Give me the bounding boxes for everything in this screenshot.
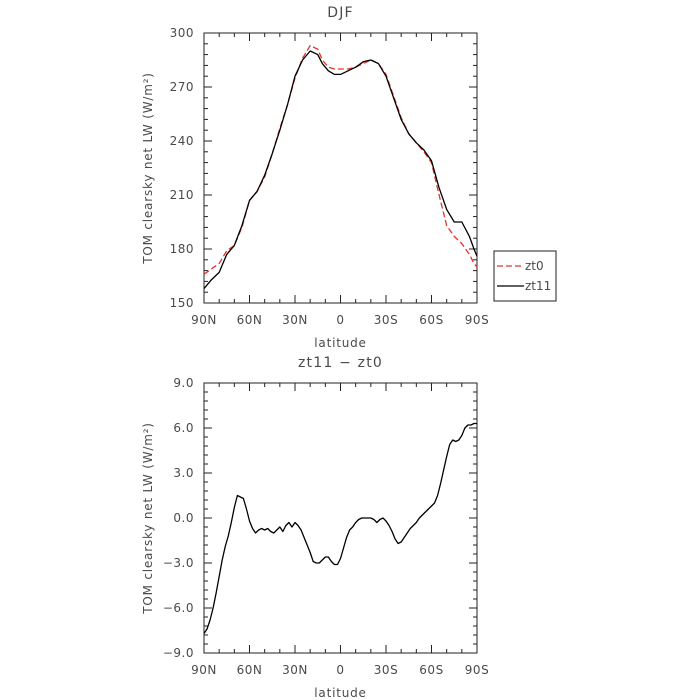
x-tick-label: 30N [282,663,308,677]
x-tick-label: 90S [465,313,489,327]
x-tick-label: 90N [191,663,217,677]
y-tick-label: 210 [170,188,194,202]
legend-label-zt11: zt11 [525,279,551,293]
y-tick-label: −6.0 [163,601,194,615]
top-x-axis-label: latitude [314,336,366,350]
bottom-chart-title: zt11 − zt0 [298,355,383,371]
x-tick-label: 30S [374,663,398,677]
top-chart-title: DJF [327,5,354,21]
x-tick-label: 60N [237,313,263,327]
x-tick-label: 60N [237,663,263,677]
bottom-x-axis-label: latitude [314,686,366,700]
x-tick-label: 90N [191,313,217,327]
x-tick-label: 60S [419,663,443,677]
y-tick-label: 240 [170,134,194,148]
y-tick-label: 0.0 [173,511,194,525]
y-tick-label: 180 [170,242,194,256]
x-tick-label: 30S [374,313,398,327]
y-tick-label: −9.0 [163,646,194,660]
top-y-axis-label: TOM clearsky net LW (W/m²) [141,72,155,265]
y-tick-label: 270 [170,80,194,94]
y-tick-label: 150 [170,296,194,310]
x-tick-label: 90S [465,663,489,677]
bottom-axis-ticks: 90N 60N 30N 0 30S 60S 90S −9.0 −6.0 −3.0 0.0 3.0 6.0… [163,376,489,677]
legend: zt0 zt11 [493,250,557,302]
y-tick-label: 3.0 [173,466,194,480]
top-series-lines [203,44,478,290]
x-tick-label: 60S [419,313,443,327]
x-tick-label: 30N [282,313,308,327]
series-line-zt0 [203,44,478,275]
y-tick-label: 6.0 [173,421,194,435]
bottom-series-lines [203,422,477,634]
y-tick-label: −3.0 [163,556,194,570]
legend-label-zt0: zt0 [525,259,544,273]
top-panel: DJF TOM clearsky net LW (W/m²) latitude … [141,5,557,350]
y-tick-label: 300 [170,26,194,40]
x-tick-label: 0 [336,313,344,327]
y-tick-label: 9.0 [173,376,194,390]
series-line-zt11 [203,50,478,290]
bottom-y-axis-label: TOM clearsky net LW (W/m²) [141,422,155,615]
top-plot-frame [203,32,478,304]
legend-box [493,250,557,302]
series-line-diff-0 [203,422,477,634]
bottom-plot-frame [203,382,478,654]
x-tick-label: 0 [336,663,344,677]
top-axis-ticks: 90N 60N 30N 0 30S 60S 90S 150 180 210 240 270 300 [170,26,489,327]
bottom-panel: zt11 − zt0 TOM clearsky net LW (W/m²) la… [141,355,489,700]
